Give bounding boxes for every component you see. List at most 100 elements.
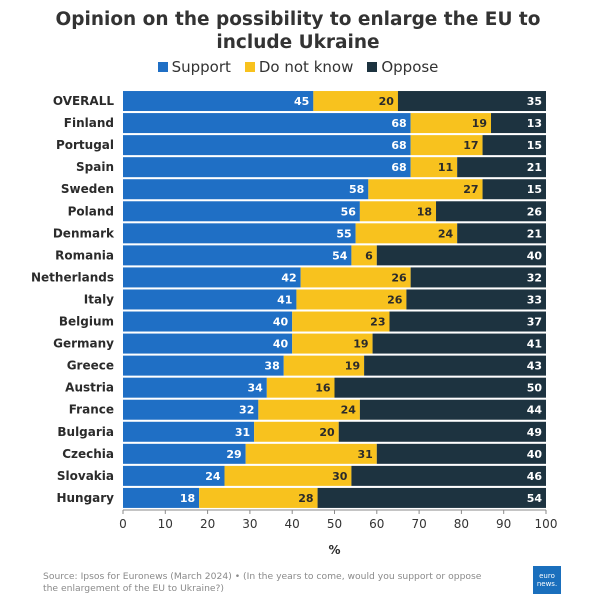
bar-oppose-sweden — [482, 179, 546, 200]
data-label: 33 — [527, 293, 542, 306]
bar-support-sweden — [123, 179, 369, 200]
data-label: 44 — [527, 404, 543, 417]
bar-do-not-know-greece — [283, 355, 365, 376]
legend-swatch — [244, 62, 255, 72]
source-note: Source: Ipsos for Euronews (March 2024) … — [43, 571, 482, 594]
data-label: 31 — [235, 426, 250, 439]
bar-do-not-know-finland — [410, 113, 492, 134]
bar-oppose-spain — [457, 157, 546, 178]
category-label-france: France — [69, 403, 114, 417]
category-label-netherlands: Netherlands — [31, 270, 114, 284]
legend-swatch — [157, 62, 168, 72]
data-label: 41 — [277, 293, 292, 306]
bar-do-not-know-portugal — [410, 135, 483, 156]
data-label: 32 — [527, 271, 542, 284]
data-label: 55 — [336, 227, 351, 240]
data-label: 54 — [332, 249, 348, 262]
data-label: 38 — [264, 360, 279, 373]
x-axis-label: % — [328, 543, 340, 557]
bar-do-not-know-austria — [266, 377, 335, 398]
bar-do-not-know-czechia — [245, 443, 377, 464]
bar-support-spain — [123, 157, 411, 178]
bar-do-not-know-belgium — [292, 311, 390, 332]
bar-do-not-know-poland — [359, 201, 437, 222]
bar-support-czechia — [123, 443, 246, 464]
data-label: 13 — [527, 117, 542, 130]
data-label: 40 — [273, 338, 289, 351]
bar-do-not-know-slovakia — [224, 465, 352, 486]
bar-support-romania — [123, 245, 352, 266]
legend-label: Support — [171, 58, 231, 76]
bar-support-germany — [123, 333, 293, 354]
legend-item-support: Support — [157, 58, 231, 76]
data-label: 58 — [349, 183, 364, 196]
logo-line-2: news. — [536, 580, 558, 588]
data-label: 41 — [527, 338, 542, 351]
data-label: 43 — [527, 360, 542, 373]
data-label: 24 — [341, 404, 357, 417]
x-tick-label: 60 — [369, 517, 384, 531]
legend-label: Oppose — [381, 58, 439, 76]
bar-oppose-belgium — [389, 311, 546, 332]
category-label-poland: Poland — [68, 204, 114, 218]
x-tick-label: 20 — [200, 517, 215, 531]
data-label: 40 — [527, 448, 543, 461]
legend-label: Do not know — [258, 58, 354, 76]
category-label-germany: Germany — [53, 337, 114, 351]
data-label: 23 — [370, 316, 385, 329]
category-label-spain: Spain — [76, 160, 114, 174]
data-label: 26 — [391, 271, 407, 284]
category-label-portugal: Portugal — [56, 138, 114, 152]
x-tick-label: 0 — [119, 517, 127, 531]
data-label: 46 — [527, 470, 543, 483]
category-label-denmark: Denmark — [53, 226, 115, 240]
data-label: 21 — [527, 227, 542, 240]
data-label: 17 — [463, 139, 478, 152]
data-label: 40 — [273, 316, 289, 329]
bar-oppose-germany — [372, 333, 546, 354]
data-label: 50 — [527, 382, 543, 395]
bar-oppose-czechia — [376, 443, 546, 464]
bar-support-netherlands — [123, 267, 301, 288]
bar-support-slovakia — [123, 465, 225, 486]
data-label: 42 — [281, 271, 296, 284]
data-label: 30 — [332, 470, 348, 483]
data-label: 15 — [527, 139, 542, 152]
data-label: 34 — [248, 382, 264, 395]
bar-support-poland — [123, 201, 360, 222]
data-label: 19 — [353, 338, 368, 351]
bar-support-finland — [123, 113, 411, 134]
x-tick-label: 90 — [496, 517, 511, 531]
data-label: 24 — [205, 470, 221, 483]
data-label: 68 — [391, 117, 406, 130]
bar-do-not-know-sweden — [368, 179, 483, 200]
category-label-czechia: Czechia — [62, 447, 114, 461]
data-label: 11 — [438, 161, 453, 174]
bar-oppose-france — [359, 399, 546, 420]
chart-title: Opinion on the possibility to enlarge th… — [55, 9, 541, 53]
bar-oppose-slovakia — [351, 465, 546, 486]
category-label-romania: Romania — [55, 248, 114, 262]
data-label: 31 — [357, 448, 372, 461]
data-label: 20 — [379, 95, 395, 108]
bar-do-not-know-france — [258, 399, 360, 420]
category-label-overall: OVERALL — [53, 94, 115, 108]
data-label: 54 — [527, 492, 543, 505]
logo-line-1: euro — [539, 572, 555, 580]
bar-do-not-know-germany — [292, 333, 373, 354]
data-label: 68 — [391, 139, 406, 152]
data-label: 56 — [341, 205, 357, 218]
category-label-hungary: Hungary — [56, 491, 114, 505]
data-label: 19 — [345, 360, 360, 373]
bar-oppose-greece — [364, 355, 546, 376]
bar-support-france — [123, 399, 259, 420]
category-label-greece: Greece — [67, 359, 114, 373]
data-label: 32 — [239, 404, 254, 417]
bar-support-italy — [123, 289, 297, 310]
category-label-finland: Finland — [64, 116, 114, 130]
data-label: 19 — [472, 117, 487, 130]
data-label: 18 — [180, 492, 195, 505]
bar-support-austria — [123, 377, 267, 398]
stacked-bar-chart: OVERALL 45 20 35 Finland 68 19 13 Portugal 68 17 15… — [31, 91, 557, 557]
bar-oppose-netherlands — [410, 267, 546, 288]
